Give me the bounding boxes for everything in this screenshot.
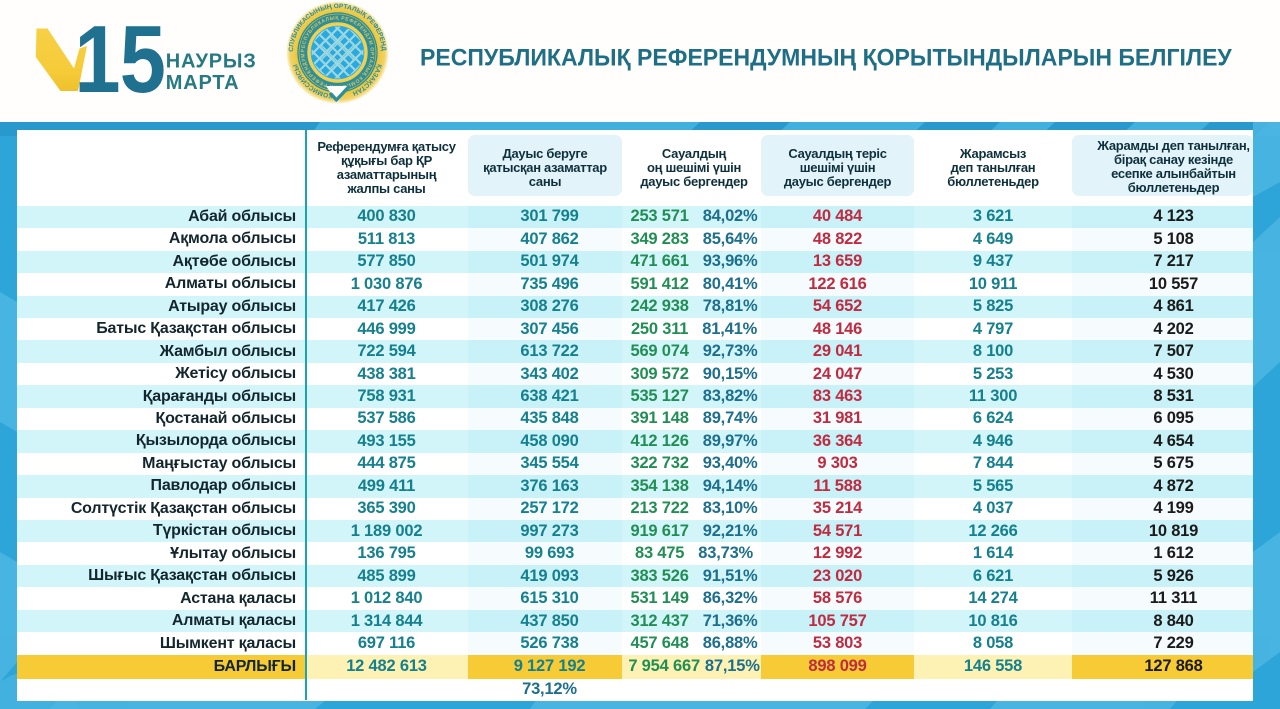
svg-text:15: 15 bbox=[74, 6, 165, 113]
svg-text:РЕСПУБЛИКАЛЫҚ РЕФЕРЕНДУМНЫҢ ҚО: РЕСПУБЛИКАЛЫҚ РЕФЕРЕНДУМНЫҢ ҚОРЫТЫНДЫЛАР… bbox=[420, 44, 1232, 71]
svg-text:МАРТА: МАРТА bbox=[166, 72, 240, 94]
svg-text:НАУРЫЗ: НАУРЫЗ bbox=[166, 51, 257, 73]
